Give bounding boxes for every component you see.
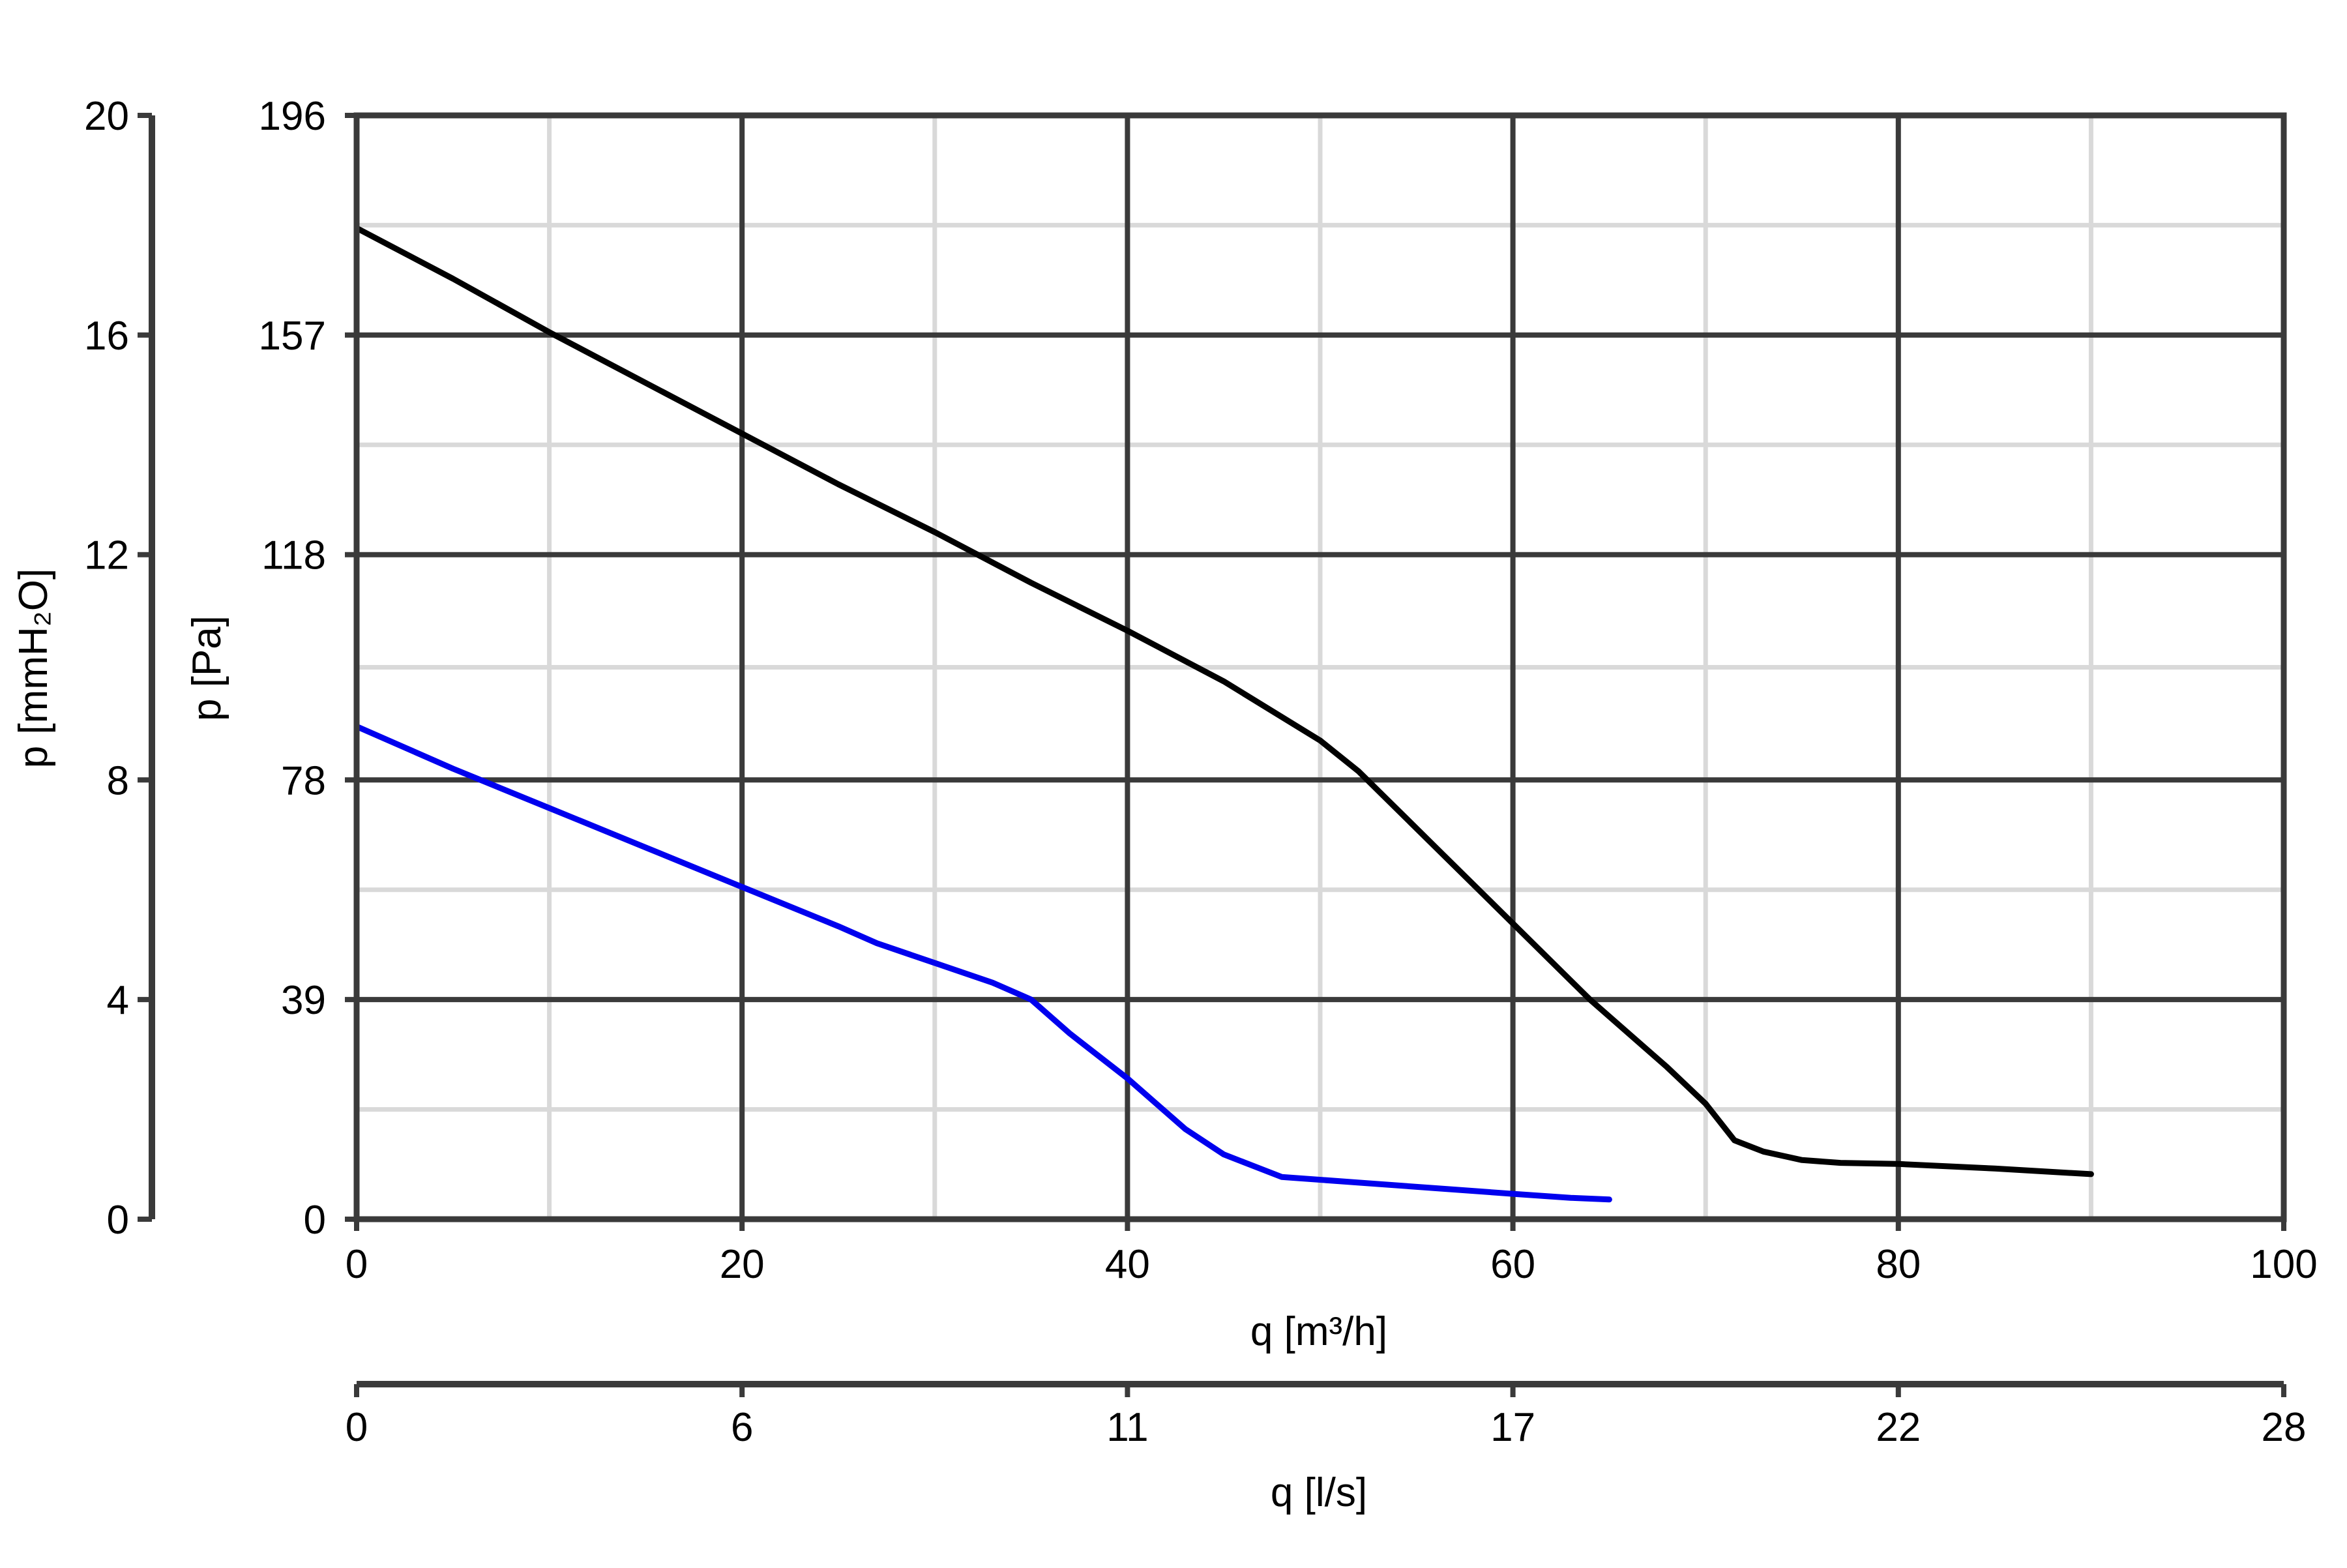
x-tick-label: 60 <box>1490 1242 1535 1287</box>
y-tick-label: 39 <box>281 978 326 1023</box>
secondary-x-tick-label: 6 <box>731 1405 753 1450</box>
secondary-y-axis-title: p [mmH₂O] <box>11 569 56 769</box>
y-tick-label: 157 <box>259 314 326 359</box>
secondary-y-tick-label: 0 <box>107 1198 129 1243</box>
x-axis-title: q [m³/h] <box>1250 1309 1387 1354</box>
y-tick-label: 0 <box>304 1198 326 1243</box>
y-tick-label: 78 <box>281 758 326 803</box>
y-tick-label: 118 <box>261 533 326 578</box>
y-tick-label: 196 <box>259 94 326 139</box>
minor-grid <box>357 115 2284 1219</box>
x-tick-label: 80 <box>1876 1242 1921 1287</box>
plot-frame <box>353 112 2287 1222</box>
secondary-x-tick-label: 11 <box>1106 1405 1148 1450</box>
series-layer <box>353 225 2094 1203</box>
secondary-x-axis-title: q [l/s] <box>1271 1470 1367 1515</box>
secondary-y-tick-label: 12 <box>84 533 129 578</box>
secondary-y-tick-label: 20 <box>84 94 129 139</box>
x-tick-label: 0 <box>346 1242 368 1287</box>
secondary-x-tick-label: 17 <box>1490 1405 1535 1450</box>
series-line-2 <box>353 723 1612 1203</box>
secondary-x-tick-label: 28 <box>2262 1405 2307 1450</box>
x-tick-label: 100 <box>2250 1242 2317 1287</box>
axes-layer <box>138 112 2287 1397</box>
y-axis-title: p [Pa] <box>185 615 229 721</box>
series-line-1 <box>353 225 2094 1177</box>
secondary-x-tick-label: 22 <box>1876 1405 1921 1450</box>
x-tick-label: 40 <box>1105 1242 1150 1287</box>
secondary-y-tick-label: 8 <box>107 758 129 803</box>
secondary-x-tick-label: 0 <box>346 1405 368 1450</box>
labels-layer: q [m³/h] q [l/s] p [Pa] p [mmH₂O] 0 20 40 6… <box>11 94 2318 1515</box>
secondary-y-tick-label: 4 <box>107 978 129 1023</box>
secondary-y-tick-label: 16 <box>84 314 129 359</box>
x-tick-label: 20 <box>720 1242 765 1287</box>
